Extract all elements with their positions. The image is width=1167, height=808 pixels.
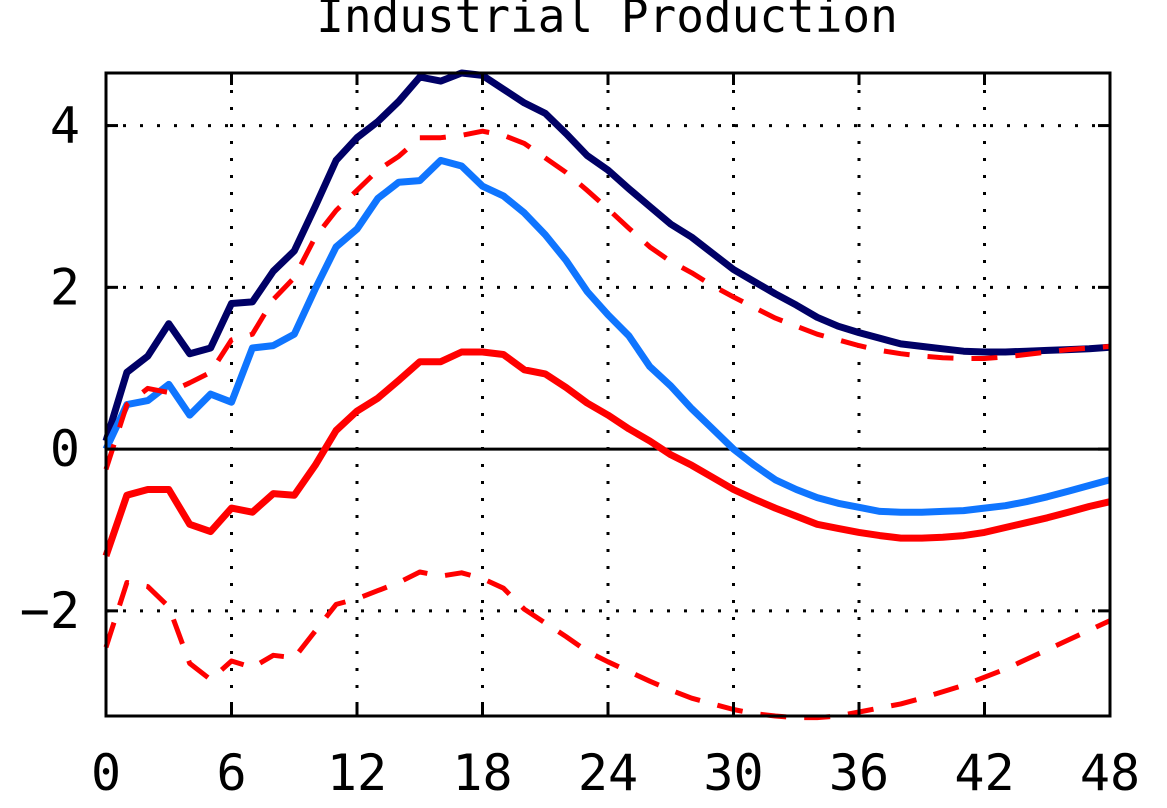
x-tick-label: 24 — [578, 744, 638, 802]
x-tick-label: 36 — [829, 744, 889, 802]
x-tick-label: 30 — [703, 744, 763, 802]
series-line-4 — [103, 128, 1111, 471]
series-line-2 — [102, 156, 1111, 516]
x-tick-label: 42 — [954, 744, 1014, 802]
series-line-1 — [102, 69, 1111, 443]
y-tick-label: 2 — [50, 258, 80, 316]
x-tick-label: 6 — [216, 744, 246, 802]
x-tick-label: 48 — [1080, 744, 1140, 802]
chart-title: Industrial Production — [316, 0, 898, 43]
x-tick-label: 12 — [327, 744, 387, 802]
series-line-5 — [103, 569, 1112, 721]
series-layer — [102, 69, 1112, 721]
x-tick-label: 0 — [91, 744, 121, 802]
y-tick-label: 0 — [50, 420, 80, 478]
y-tick-label: −2 — [20, 582, 80, 640]
y-tick-label: 4 — [50, 97, 80, 155]
grid-layer — [106, 73, 1110, 716]
series-line-3 — [102, 348, 1111, 558]
x-tick-label: 18 — [452, 744, 512, 802]
